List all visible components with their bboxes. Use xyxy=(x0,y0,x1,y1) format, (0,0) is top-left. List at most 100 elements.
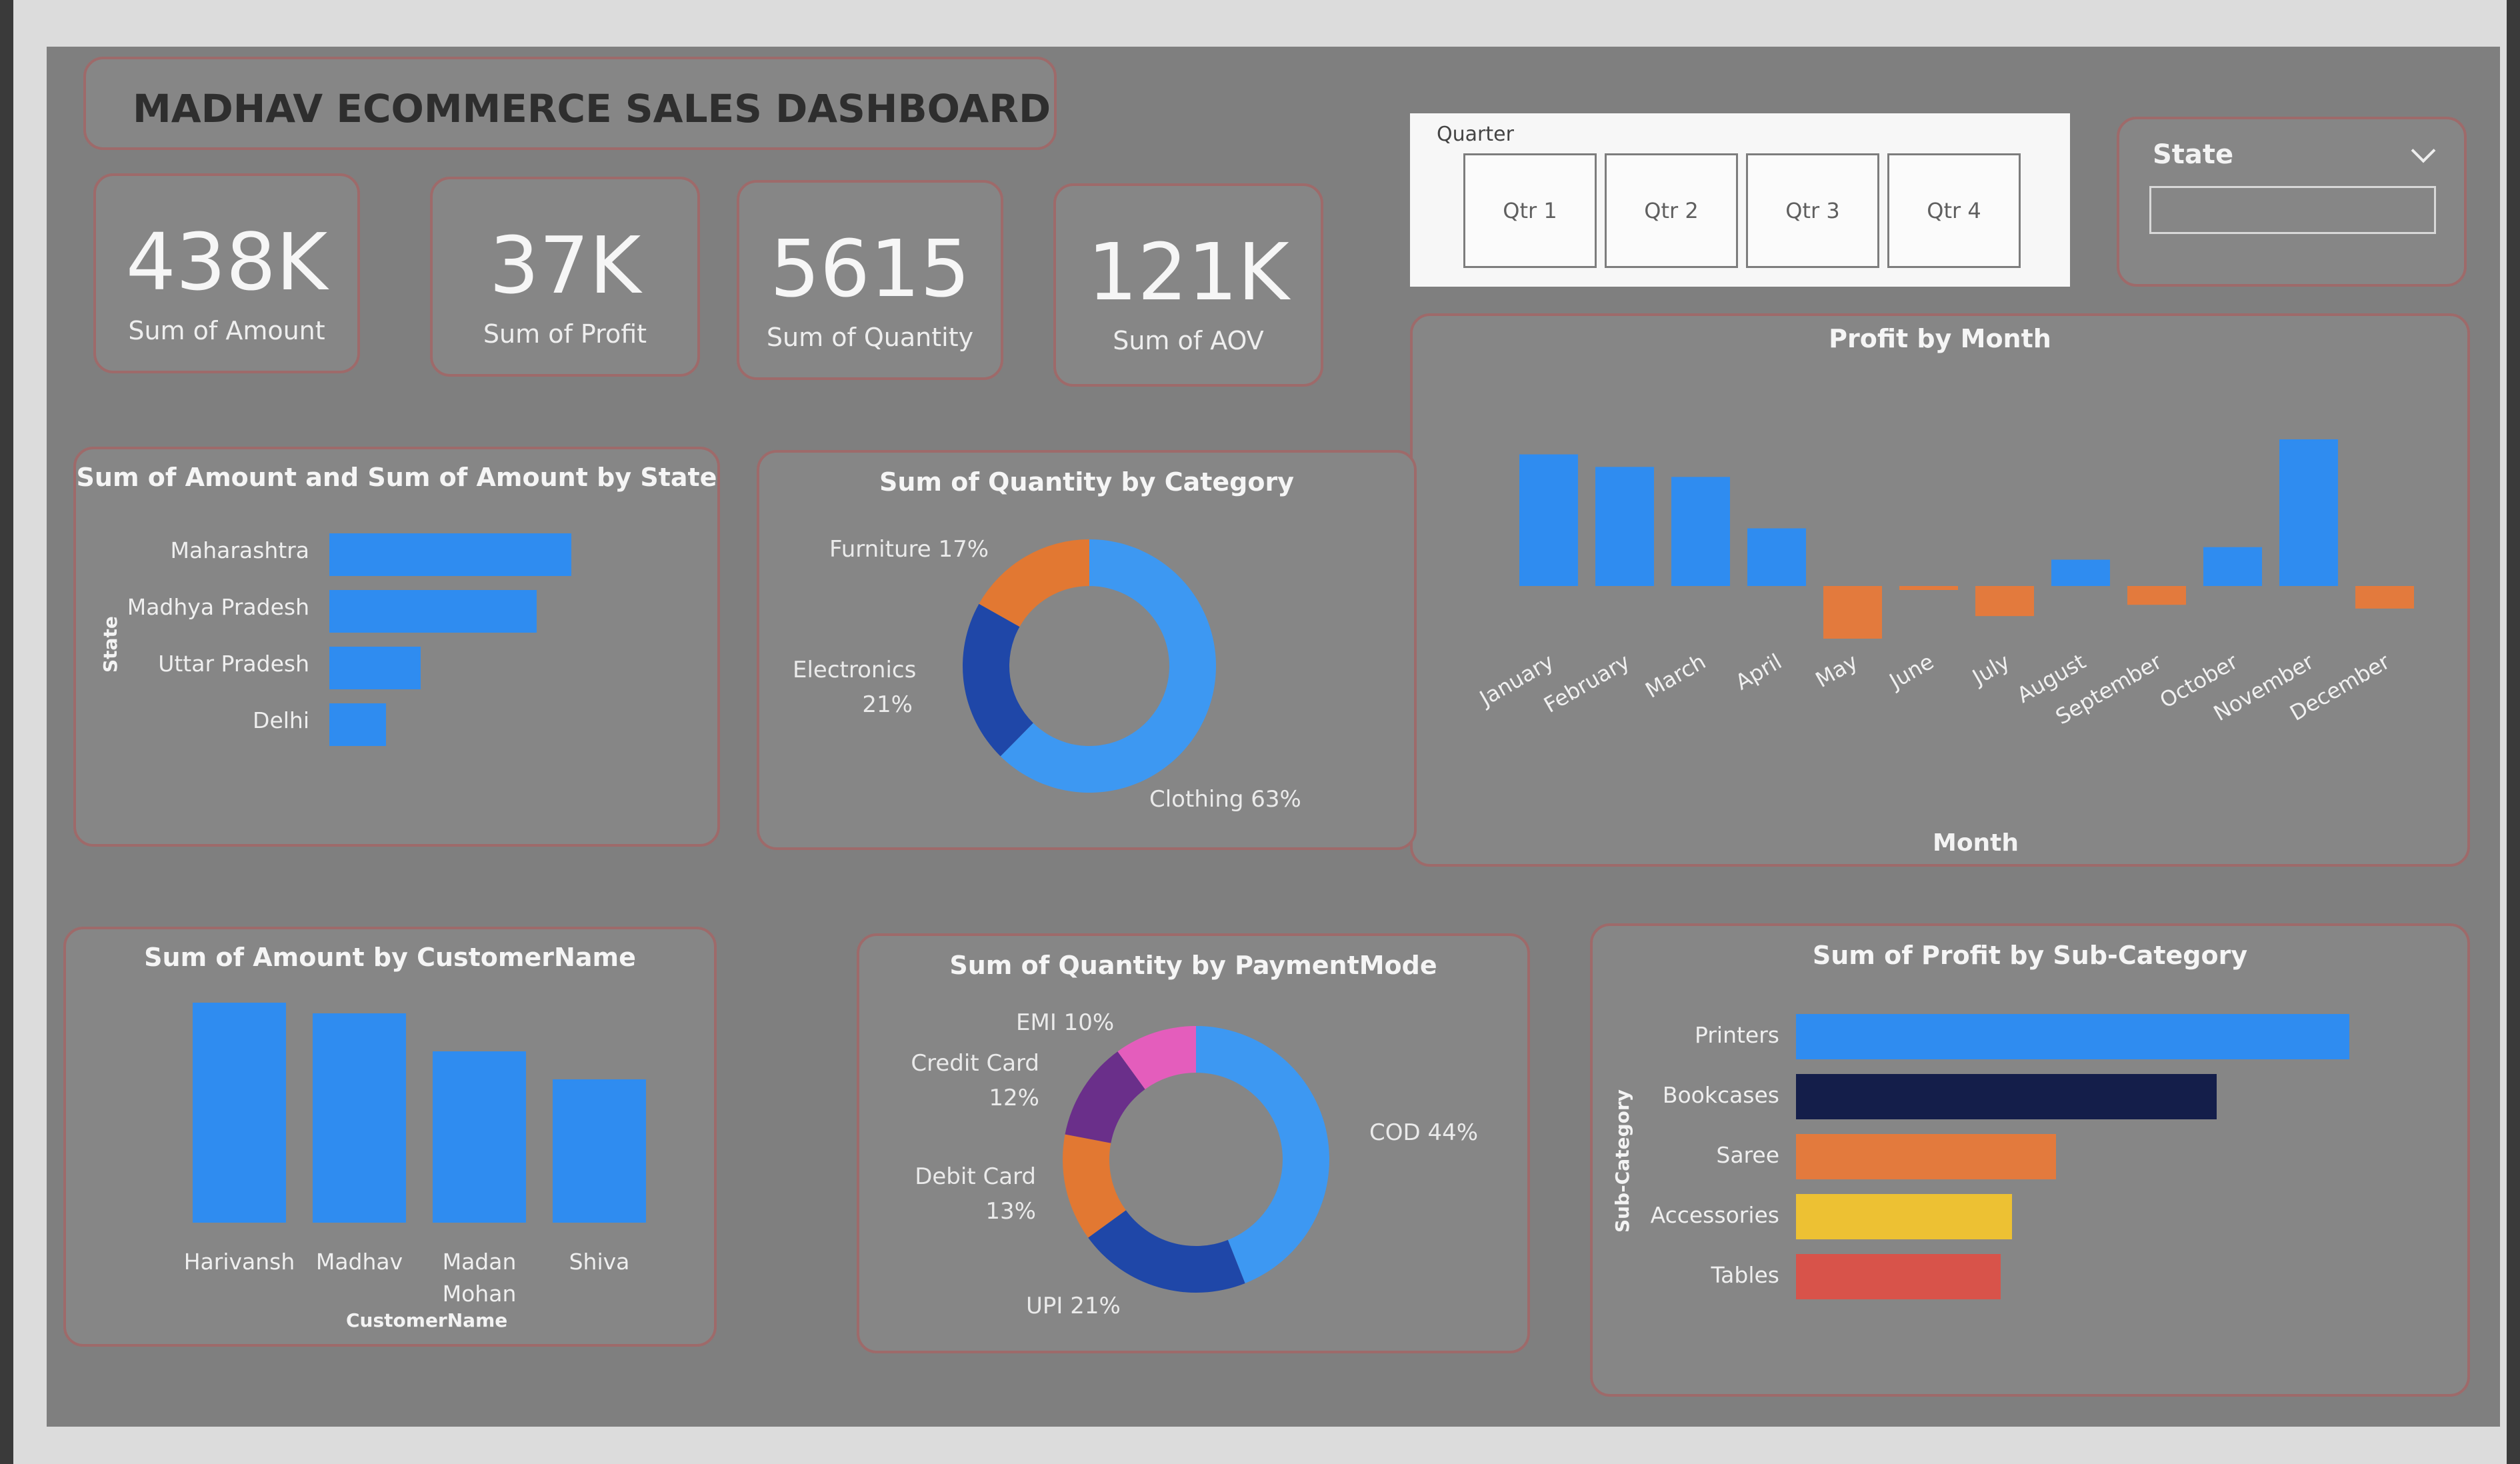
donut-label-emi: EMI 10% xyxy=(1016,1009,1115,1036)
quantity-by-category-chart: Sum of Quantity by Category Furniture 17… xyxy=(757,450,1417,850)
profit-by-subcategory-chart: Sum of Profit by Sub-Category Sub-Catego… xyxy=(1590,923,2470,1397)
donut-label-credit-card: Credit Card 12% xyxy=(911,1050,1039,1111)
subcategory-label: Accessories xyxy=(1650,1202,1779,1228)
customer-label: Shiva xyxy=(569,1249,630,1275)
month-bar xyxy=(2203,547,2262,586)
state-search-input[interactable] xyxy=(2149,186,2436,234)
quarter-slicer-title: Quarter xyxy=(1437,123,1514,146)
donut-slice xyxy=(1063,1134,1126,1238)
title-card: MADHAV ECOMMERCE SALES DASHBOARD xyxy=(83,57,1057,150)
kpi-label: Sum of Quantity xyxy=(766,323,974,352)
customer-label: Madhav xyxy=(315,1249,403,1275)
state-slicer-title: State xyxy=(2153,139,2234,170)
month-bar xyxy=(1671,477,1730,586)
donut-label-furniture: Furniture 17% xyxy=(829,536,989,563)
kpi-card-aov[interactable]: 121K Sum of AOV xyxy=(1053,183,1323,387)
qtr2-button[interactable]: Qtr 2 xyxy=(1605,153,1738,268)
month-label: July xyxy=(1967,649,2014,691)
amount-by-customer-chart: Sum of Amount by CustomerName Harivansh M… xyxy=(63,927,717,1347)
donut-label-electronics: Electronics 21% xyxy=(793,657,917,718)
monitor-screen: MADHAV ECOMMERCE SALES DASHBOARD 438K Su… xyxy=(13,0,2507,1464)
donut-label-debit-card: Debit Card 13% xyxy=(915,1163,1036,1225)
x-axis-title: Month xyxy=(1933,829,2019,857)
kpi-label: Sum of Profit xyxy=(483,319,647,349)
customer-bar xyxy=(553,1079,646,1223)
month-label: June xyxy=(1884,649,1938,695)
month-bar xyxy=(2051,559,2110,586)
quarter-slicer: Quarter Qtr 1 Qtr 2 Qtr 3 Qtr 4 xyxy=(1410,113,2070,287)
subcategory-label: Saree xyxy=(1716,1142,1779,1168)
dashboard-title: MADHAV ECOMMERCE SALES DASHBOARD xyxy=(133,86,1051,131)
state-bar xyxy=(329,533,571,576)
subcategory-bar xyxy=(1796,1254,2001,1299)
customer-label: Harivansh xyxy=(183,1249,295,1275)
state-label: Madhya Pradesh xyxy=(127,594,309,620)
kpi-value: 438K xyxy=(125,216,328,308)
month-bar xyxy=(2355,586,2414,609)
subcategory-label: Tables xyxy=(1711,1262,1779,1288)
chart-title: Profit by Month xyxy=(1829,324,2051,353)
x-axis-title: CustomerName xyxy=(346,1309,508,1331)
month-bar xyxy=(2127,586,2186,605)
chart-title: Sum of Amount and Sum of Amount by State xyxy=(76,463,717,492)
amount-by-state-chart: Sum of Amount and Sum of Amount by State… xyxy=(73,447,720,847)
month-bar xyxy=(1747,528,1806,586)
qtr1-button[interactable]: Qtr 1 xyxy=(1463,153,1597,268)
donut-label-clothing: Clothing 63% xyxy=(1149,786,1301,813)
category-donut xyxy=(963,539,1216,793)
chart-title: Sum of Amount by CustomerName xyxy=(144,943,636,972)
chart-title: Sum of Quantity by PaymentMode xyxy=(949,951,1437,980)
chart-title: Sum of Profit by Sub-Category xyxy=(1812,941,2248,970)
donut-slice xyxy=(963,603,1033,757)
state-bar xyxy=(329,647,421,689)
subcategory-bar xyxy=(1796,1074,2217,1119)
month-bar xyxy=(1519,454,1578,586)
month-label: February xyxy=(1539,649,1634,718)
qtr4-button[interactable]: Qtr 4 xyxy=(1887,153,2021,268)
subcategory-bar xyxy=(1796,1194,2012,1239)
kpi-card-profit[interactable]: 37K Sum of Profit xyxy=(430,177,700,377)
chevron-down-icon[interactable] xyxy=(2411,138,2436,163)
month-bar xyxy=(1595,467,1654,586)
state-label: Maharashtra xyxy=(170,537,309,563)
customer-bar xyxy=(193,1003,286,1223)
month-bar xyxy=(1899,586,1958,590)
donut-slice xyxy=(1000,539,1216,793)
kpi-value: 5615 xyxy=(769,223,971,315)
state-bar xyxy=(329,703,386,746)
donut-slice xyxy=(1065,1051,1145,1143)
donut-label-cod: COD 44% xyxy=(1369,1119,1479,1146)
subcategory-label: Printers xyxy=(1695,1022,1779,1048)
kpi-value: 37K xyxy=(489,219,641,311)
state-slicer[interactable]: State xyxy=(2117,117,2467,287)
kpi-value: 121K xyxy=(1087,226,1289,318)
subcategory-label: Bookcases xyxy=(1662,1082,1779,1108)
qtr3-button[interactable]: Qtr 3 xyxy=(1746,153,1879,268)
quantity-by-paymentmode-chart: Sum of Quantity by PaymentMode EMI 10% C… xyxy=(857,933,1530,1353)
paymentmode-donut xyxy=(1063,1026,1329,1293)
month-label: April xyxy=(1731,649,1786,695)
month-bar xyxy=(1975,586,2034,617)
customer-label: Madan Mohan xyxy=(442,1249,517,1307)
month-label: March xyxy=(1641,649,1710,703)
chart-title: Sum of Quantity by Category xyxy=(879,467,1294,497)
state-bar xyxy=(329,590,537,633)
donut-slice xyxy=(1196,1026,1329,1283)
month-bar xyxy=(2279,439,2338,586)
customer-bar xyxy=(433,1051,526,1223)
donut-slice xyxy=(1088,1210,1245,1293)
state-label: Uttar Pradesh xyxy=(158,651,309,677)
donut-slice xyxy=(979,539,1089,627)
kpi-label: Sum of Amount xyxy=(128,316,325,345)
profit-by-month-chart: Profit by Month January February March Apri… xyxy=(1410,313,2470,867)
subcategory-bar xyxy=(1796,1014,2349,1059)
kpi-label: Sum of AOV xyxy=(1113,326,1264,355)
month-bar xyxy=(1823,586,1882,639)
state-label: Delhi xyxy=(253,707,309,733)
kpi-card-amount[interactable]: 438K Sum of Amount xyxy=(93,173,360,373)
subcategory-bar xyxy=(1796,1134,2056,1179)
donut-slice xyxy=(1117,1026,1196,1089)
kpi-card-quantity[interactable]: 5615 Sum of Quantity xyxy=(737,180,1003,380)
dashboard-canvas: MADHAV ECOMMERCE SALES DASHBOARD 438K Su… xyxy=(47,47,2500,1427)
